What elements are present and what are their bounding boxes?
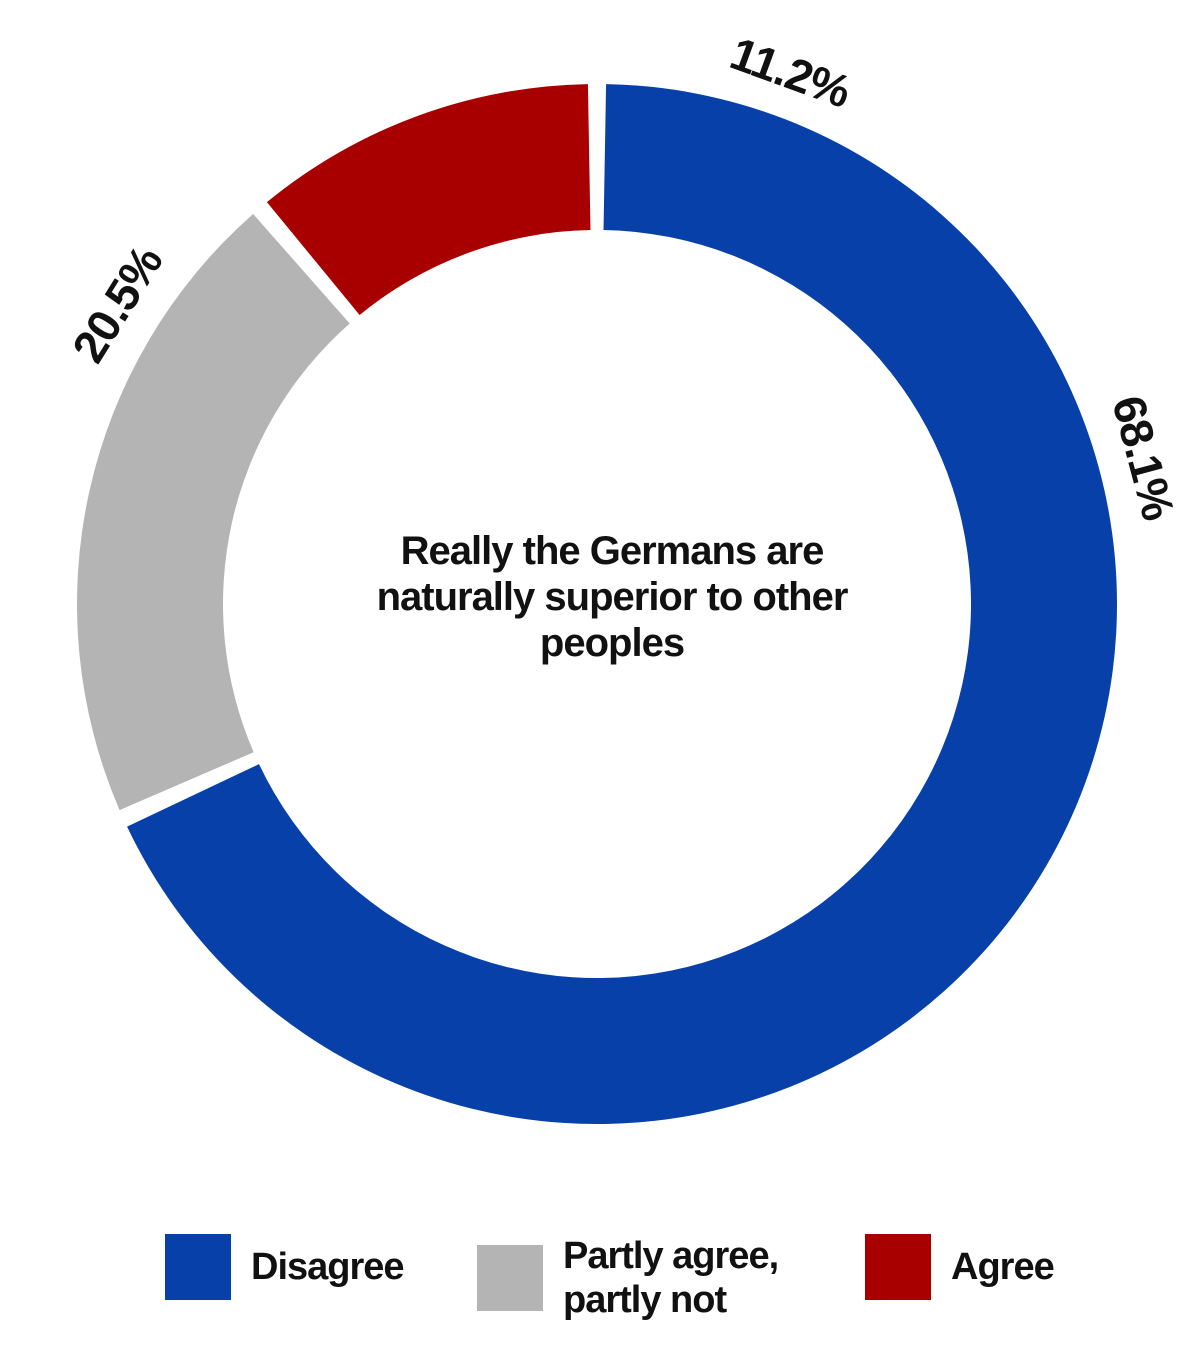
legend-item-agree: Agree — [865, 1234, 1055, 1300]
legend-swatch-partly — [477, 1245, 543, 1311]
legend-label-partly: Partly agree, partly not — [563, 1235, 779, 1321]
legend-swatch-disagree — [165, 1234, 231, 1300]
legend-label-agree: Agree — [951, 1246, 1055, 1288]
legend: Disagree Partly agree, partly not Agree — [0, 1232, 1200, 1322]
slice-disagree — [127, 84, 1118, 1125]
legend-swatch-agree — [865, 1234, 931, 1300]
legend-item-disagree: Disagree — [165, 1234, 405, 1300]
slice-agree — [266, 84, 591, 316]
donut-chart: 68.1%20.5%11.2% — [62, 27, 1185, 1125]
legend-item-partly: Partly agree, partly not — [477, 1234, 813, 1322]
slice-partly-agree — [76, 213, 350, 811]
chart-title: Really the Germans are naturally superio… — [376, 529, 849, 665]
value-label-disagree: 68.1% — [1102, 390, 1185, 525]
legend-label-disagree: Disagree — [251, 1246, 405, 1288]
value-label-agree: 11.2% — [724, 27, 857, 118]
